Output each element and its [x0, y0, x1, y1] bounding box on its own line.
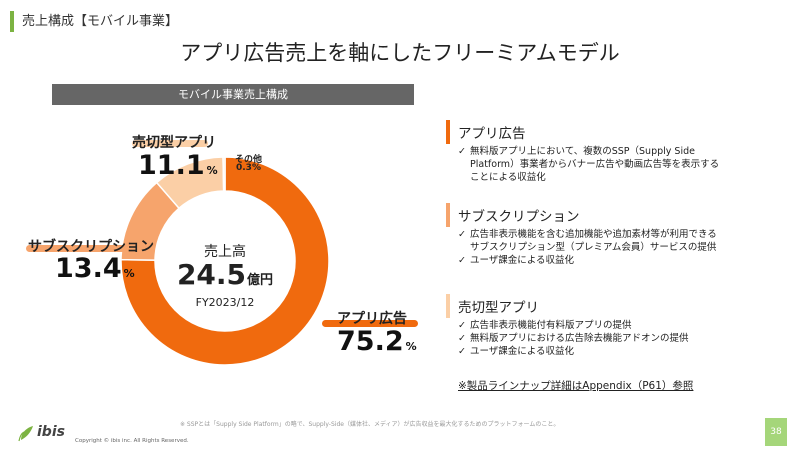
section-bullets-paid-apps: ✓ 広告非表示機能付有料版アプリの提供 ✓ 無料版アプリにおける広告除去機能アドオン…: [458, 319, 778, 358]
bullet-item: ✓ ユーザ課金による収益化: [458, 255, 575, 266]
other-label: その他: [235, 155, 263, 165]
bullet-item: ✓ ユーザ課金による収益化: [458, 346, 575, 357]
center-value-number: 24.5: [176, 258, 247, 291]
bullet-item: ✓ 広告非表示機能付有料版アプリの提供: [458, 320, 632, 331]
section-accent-app-ads: [446, 120, 450, 144]
check-icon: ✓: [458, 229, 466, 240]
subscription-label-bar: [26, 245, 144, 252]
bullet-continuation: Platform）事業者からバナー広告や動画広告等を表示する: [470, 159, 720, 170]
check-icon: ✓: [458, 320, 466, 331]
app-ads-pct: 75.2%: [337, 326, 417, 357]
section-accent-paid-apps: [446, 294, 450, 318]
bullet-continuation: ことによる収益化: [470, 172, 546, 183]
slice-other: [222, 156, 226, 192]
page-title: アプリ広告売上を軸にしたフリーミアムモデル: [180, 41, 620, 65]
bullet-item: ✓ 無料版アプリ上において、複数のSSP（Supply Side: [458, 146, 695, 157]
slice-app-ads: [120, 156, 330, 366]
subscription-label: サブスクリプション: [28, 239, 154, 255]
section-bullets-subscription: ✓ 広告非表示機能を含む追加機能や追加素材等が利用できる サブスクリプション型（プ…: [458, 228, 778, 267]
company-logo: ibis: [37, 424, 65, 440]
section-title-subscription: サブスクリプション: [458, 209, 580, 225]
center-value: 24.5億円: [160, 258, 290, 291]
copyright: Copyright © ibis inc. All Rights Reserve…: [75, 438, 189, 444]
page-number: 38: [765, 418, 787, 446]
subscription-pct: 13.4%: [55, 253, 135, 284]
chart-header: モバイル事業売上構成: [52, 84, 414, 105]
center-label: 売上高: [204, 244, 246, 260]
bullet-item: ✓ 広告非表示機能を含む追加機能や追加素材等が利用できる: [458, 229, 717, 240]
section-accent-subscription: [446, 203, 450, 227]
bullet-item: ✓ 無料版アプリにおける広告除去機能アドオンの提供: [458, 333, 689, 344]
footnote: ※ SSPとは「Supply Side Platform」の略で、Supply-…: [180, 421, 560, 428]
breadcrumb-accent: [10, 11, 14, 32]
appendix-note-link[interactable]: ※製品ラインナップ詳細はAppendix（P61）参照: [458, 380, 694, 392]
center-value-unit: 億円: [247, 273, 274, 288]
other-pct: 0.3%: [236, 163, 261, 173]
bullet-continuation: サブスクリプション型（プレミアム会員）サービスの提供: [470, 242, 717, 253]
paid-apps-pct: 11.1%: [138, 150, 218, 181]
center-period: FY2023/12: [195, 296, 255, 309]
leaf-logo-icon: [18, 426, 33, 442]
paid-apps-label-bar: [132, 140, 208, 147]
breadcrumb: 売上構成【モバイル事業】: [22, 14, 179, 29]
check-icon: ✓: [458, 146, 466, 157]
section-title-app-ads: アプリ広告: [458, 126, 526, 142]
check-icon: ✓: [458, 346, 466, 357]
section-bullets-app-ads: ✓ 無料版アプリ上において、複数のSSP（Supply Side Platform…: [458, 145, 778, 184]
section-title-paid-apps: 売切型アプリ: [458, 300, 539, 316]
donut-chart: [120, 156, 330, 366]
check-icon: ✓: [458, 333, 466, 344]
check-icon: ✓: [458, 255, 466, 266]
paid-apps-label: 売切型アプリ: [132, 135, 216, 151]
app-ads-label: アプリ広告: [337, 311, 407, 327]
app-ads-label-bar: [322, 320, 418, 327]
